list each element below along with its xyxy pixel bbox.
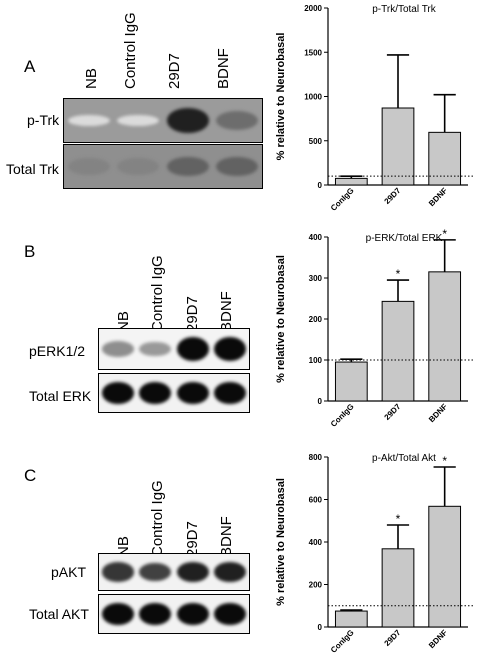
- y-axis-label: % relative to Neurobasal: [275, 255, 287, 383]
- bar: [381, 548, 415, 628]
- x-tick-label: BDNF: [427, 186, 449, 208]
- y-axis-label: % relative to Neurobasal: [275, 478, 287, 606]
- significance-marker: *: [396, 512, 401, 526]
- blot-band: [101, 381, 134, 405]
- bar: [381, 300, 415, 402]
- bar: [334, 361, 368, 402]
- western-blot-pakt: [98, 553, 250, 591]
- blot-band: [216, 110, 259, 130]
- chart-p-akt: p-Akt/Total Akt % relative to Neurobasal 0…: [275, 453, 474, 655]
- bar: [334, 610, 368, 628]
- chart-title: p-Akt/Total Akt: [372, 453, 436, 464]
- y-tick-label: 200: [309, 315, 323, 324]
- row-label-p-trk: p-Trk: [27, 112, 60, 128]
- blot-band: [101, 562, 134, 582]
- row-label-perk: pERK1/2: [29, 343, 86, 359]
- blot-band: [176, 602, 209, 626]
- y-tick-label: 100: [309, 356, 323, 365]
- bar: [381, 107, 415, 186]
- chart-title: p-ERK/Total ERK: [366, 233, 443, 244]
- blot-band: [176, 381, 209, 405]
- x-tick-label: 29D7: [383, 628, 403, 648]
- x-tick-label: BDNF: [427, 628, 449, 650]
- bar: [428, 131, 462, 186]
- row-label-total-trk: Total Trk: [6, 161, 59, 177]
- western-blot-perk: [98, 328, 250, 370]
- western-blot-total-akt: [98, 594, 250, 634]
- x-tick-label: BDNF: [427, 402, 449, 424]
- lane-label-control-igg: Control IgG: [149, 255, 166, 332]
- lane-label-29d7: 29D7: [184, 296, 201, 332]
- blot-band: [139, 381, 172, 405]
- lane-label-29d7: 29D7: [184, 521, 201, 557]
- y-tick-label: 1000: [304, 93, 322, 102]
- blot-band: [101, 341, 134, 357]
- row-label-total-erk: Total ERK: [29, 388, 92, 404]
- y-tick-label: 400: [309, 233, 323, 242]
- x-tick-label: ConIgG: [329, 628, 356, 655]
- lane-label-bdnf: BDNF: [215, 48, 232, 89]
- y-tick-label: 200: [309, 581, 323, 590]
- panel-letter-c: C: [24, 466, 37, 485]
- western-blot-p-trk: [63, 98, 263, 143]
- x-tick-label: 29D7: [383, 402, 403, 422]
- x-tick-label: ConIgG: [329, 186, 356, 213]
- blot-band: [67, 157, 110, 176]
- significance-marker: *: [396, 267, 401, 281]
- panel-letter-a: A: [24, 57, 36, 76]
- bar: [334, 177, 368, 186]
- y-tick-label: 0: [318, 623, 323, 632]
- blot-band: [176, 337, 209, 361]
- y-tick-label: 0: [318, 397, 323, 406]
- blot-band: [101, 602, 134, 626]
- blot-band: [214, 561, 247, 583]
- western-blot-total-trk: [63, 144, 263, 189]
- lane-label-29d7: 29D7: [166, 53, 183, 89]
- chart-title: p-Trk/Total Trk: [372, 4, 437, 15]
- y-tick-label: 2000: [304, 4, 322, 13]
- significance-marker: *: [442, 454, 447, 468]
- y-axis-label: % relative to Neurobasal: [275, 33, 287, 161]
- bar: [428, 505, 462, 628]
- blot-band: [139, 602, 172, 626]
- lane-label-control-igg: Control IgG: [149, 480, 166, 557]
- blot-band: [117, 114, 160, 127]
- y-tick-label: 300: [309, 274, 323, 283]
- blot-band: [166, 108, 209, 133]
- blot-band: [166, 156, 209, 177]
- x-tick-label: ConIgG: [329, 402, 356, 429]
- lane-label-bdnf: BDNF: [218, 516, 235, 557]
- blot-band: [214, 381, 247, 405]
- y-tick-label: 0: [318, 181, 323, 190]
- western-blot-total-erk: [98, 373, 250, 413]
- chart-p-erk: p-ERK/Total ERK % relative to Neurobasal 0…: [275, 227, 474, 429]
- blot-band: [139, 562, 172, 582]
- row-label-total-akt: Total AKT: [29, 606, 89, 622]
- blot-band: [216, 156, 259, 177]
- chart-p-trk: p-Trk/Total Trk % relative to Neurobasal 0…: [275, 4, 474, 213]
- panel-letter-b: B: [24, 242, 36, 261]
- blot-band: [139, 341, 172, 357]
- x-tick-label: 29D7: [383, 186, 403, 206]
- y-tick-label: 1500: [304, 48, 322, 57]
- y-tick-label: 500: [309, 137, 323, 146]
- bar: [428, 271, 462, 402]
- significance-marker: *: [442, 227, 447, 241]
- y-tick-label: 400: [309, 538, 323, 547]
- lane-label-control-igg: Control IgG: [122, 12, 139, 89]
- y-tick-label: 600: [309, 496, 323, 505]
- lane-label-nb: NB: [83, 68, 100, 89]
- blot-band: [67, 114, 110, 127]
- row-label-pakt: pAKT: [51, 564, 87, 580]
- blot-band: [117, 157, 160, 176]
- y-tick-label: 800: [309, 453, 323, 462]
- lane-label-bdnf: BDNF: [218, 291, 235, 332]
- blot-band: [214, 602, 247, 626]
- blot-band: [214, 337, 247, 361]
- blot-band: [176, 561, 209, 583]
